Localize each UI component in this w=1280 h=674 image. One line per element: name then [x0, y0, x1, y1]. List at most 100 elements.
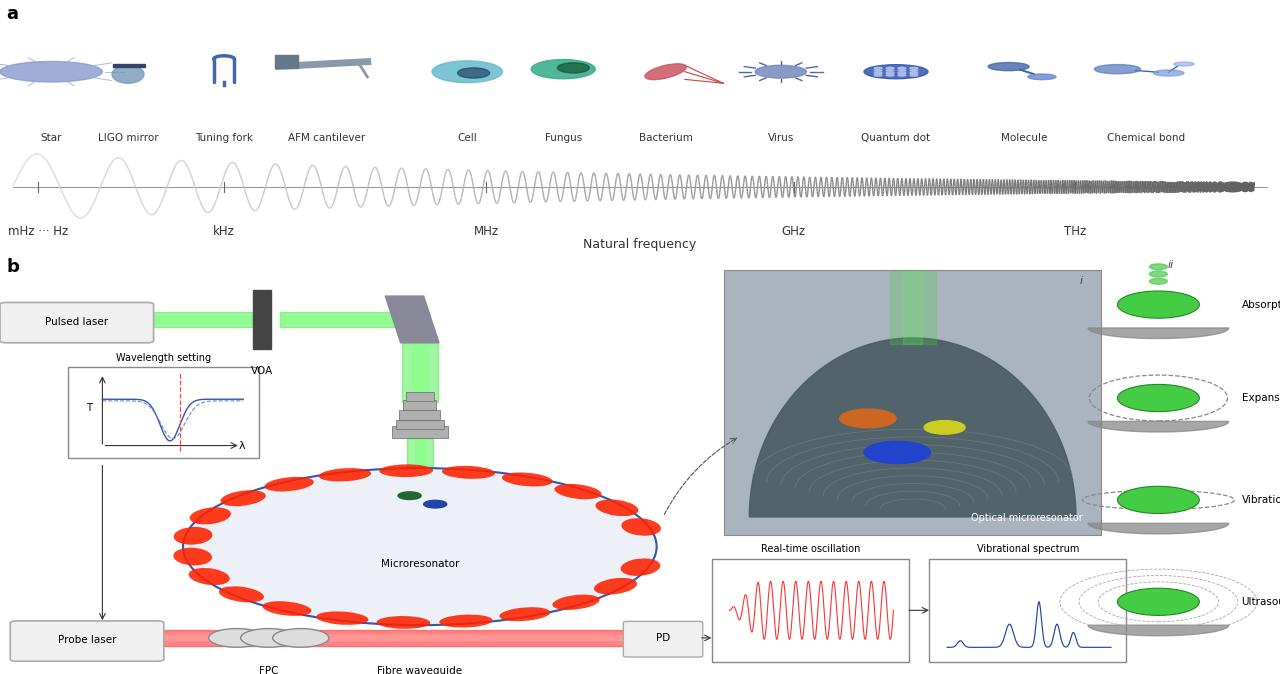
Text: Optical microresonator: Optical microresonator: [972, 514, 1083, 523]
Text: Quantum dot: Quantum dot: [861, 133, 931, 144]
Polygon shape: [1088, 421, 1229, 432]
Circle shape: [988, 63, 1029, 71]
Ellipse shape: [553, 594, 599, 610]
Ellipse shape: [755, 65, 806, 78]
Ellipse shape: [113, 65, 143, 84]
Bar: [406, 392, 434, 401]
Circle shape: [1153, 70, 1184, 76]
Ellipse shape: [558, 63, 590, 73]
Circle shape: [874, 69, 882, 71]
Text: Microresonator: Microresonator: [380, 559, 460, 569]
Ellipse shape: [554, 484, 602, 499]
Text: Fibre waveguide: Fibre waveguide: [378, 665, 462, 674]
Bar: [392, 427, 448, 438]
Circle shape: [924, 421, 965, 434]
Circle shape: [209, 629, 265, 647]
Ellipse shape: [262, 601, 311, 616]
Ellipse shape: [645, 64, 686, 80]
Text: PD: PD: [655, 633, 671, 643]
FancyBboxPatch shape: [0, 303, 154, 343]
Text: PSD: PSD: [947, 568, 965, 577]
Circle shape: [1149, 264, 1167, 270]
Text: Tuning fork: Tuning fork: [195, 133, 253, 144]
Polygon shape: [385, 296, 439, 343]
Text: Ultrasound: Ultrasound: [1242, 596, 1280, 607]
Ellipse shape: [189, 508, 230, 524]
Ellipse shape: [316, 611, 369, 625]
Circle shape: [1149, 271, 1167, 277]
Ellipse shape: [442, 466, 495, 479]
Circle shape: [1028, 74, 1056, 80]
Circle shape: [886, 69, 893, 71]
Text: FPC: FPC: [259, 665, 279, 674]
FancyBboxPatch shape: [623, 621, 703, 657]
Ellipse shape: [499, 607, 550, 621]
Ellipse shape: [188, 568, 230, 585]
Circle shape: [899, 67, 906, 69]
Circle shape: [874, 67, 882, 69]
Text: Molecule: Molecule: [1001, 133, 1047, 144]
Ellipse shape: [433, 61, 502, 83]
Ellipse shape: [458, 68, 490, 78]
Circle shape: [1117, 487, 1199, 514]
Ellipse shape: [621, 518, 660, 536]
Text: ii: ii: [1169, 260, 1174, 270]
Circle shape: [874, 75, 882, 76]
Ellipse shape: [379, 464, 433, 477]
Bar: [113, 64, 145, 67]
Text: λ: λ: [239, 441, 246, 451]
Text: GHz: GHz: [782, 225, 805, 239]
Circle shape: [1117, 588, 1199, 615]
Circle shape: [183, 468, 657, 625]
Text: T: T: [86, 404, 92, 413]
Text: b: b: [6, 258, 19, 276]
Ellipse shape: [621, 558, 660, 576]
Text: Natural frequency: Natural frequency: [584, 238, 696, 251]
Text: Real-time oscillation: Real-time oscillation: [760, 545, 860, 554]
Text: Probe laser: Probe laser: [58, 635, 116, 645]
Ellipse shape: [220, 490, 266, 506]
Text: LIGO mirror: LIGO mirror: [97, 133, 159, 144]
Circle shape: [1117, 291, 1199, 318]
Circle shape: [910, 72, 918, 73]
Text: mHz ··· Hz: mHz ··· Hz: [8, 225, 69, 239]
Text: Expansion: Expansion: [1242, 393, 1280, 403]
Circle shape: [886, 67, 893, 69]
Circle shape: [864, 441, 931, 464]
Ellipse shape: [595, 499, 639, 516]
Circle shape: [1174, 62, 1194, 66]
Text: Virus: Virus: [768, 133, 794, 144]
Bar: [253, 290, 271, 349]
Text: t: t: [890, 643, 893, 652]
FancyBboxPatch shape: [929, 559, 1126, 662]
Circle shape: [886, 75, 893, 76]
Circle shape: [910, 67, 918, 69]
Ellipse shape: [594, 578, 637, 594]
Ellipse shape: [319, 468, 371, 481]
Polygon shape: [1088, 625, 1229, 636]
Circle shape: [241, 629, 297, 647]
Bar: [396, 420, 444, 429]
Bar: [275, 55, 298, 68]
Text: Wavelength setting: Wavelength setting: [115, 353, 211, 363]
Text: AFM cantilever: AFM cantilever: [288, 133, 365, 144]
Text: i: i: [1080, 276, 1083, 286]
Text: a: a: [6, 5, 18, 23]
Ellipse shape: [219, 586, 264, 603]
Ellipse shape: [864, 65, 928, 79]
Polygon shape: [1088, 328, 1229, 338]
Text: f: f: [1107, 643, 1111, 652]
Circle shape: [0, 61, 102, 82]
FancyBboxPatch shape: [712, 559, 909, 662]
Text: THz: THz: [1064, 225, 1087, 239]
Text: Star: Star: [41, 133, 61, 144]
FancyBboxPatch shape: [10, 621, 164, 661]
Bar: [403, 400, 436, 410]
Circle shape: [398, 492, 421, 499]
Circle shape: [273, 629, 329, 647]
Text: Vibrational spectrum: Vibrational spectrum: [977, 545, 1079, 554]
Text: Chemical bond: Chemical bond: [1106, 133, 1185, 144]
Ellipse shape: [265, 477, 314, 491]
Circle shape: [1094, 65, 1140, 73]
FancyBboxPatch shape: [724, 270, 1101, 534]
